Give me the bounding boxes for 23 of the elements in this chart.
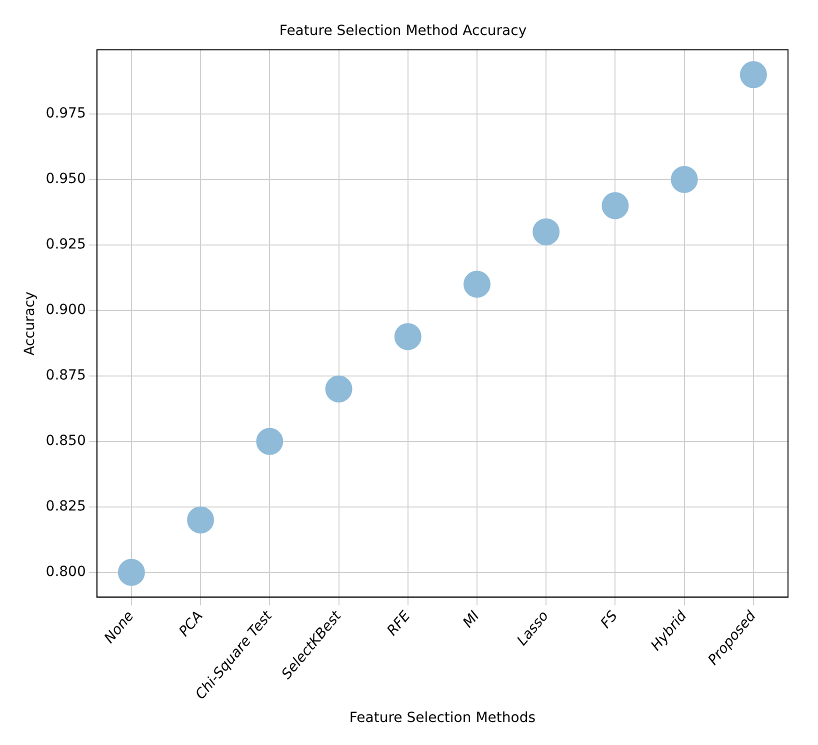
- point: [394, 323, 422, 350]
- y-tick-label: 0.850: [46, 433, 86, 450]
- point: [532, 218, 560, 246]
- y-tick-label: 0.875: [46, 368, 86, 384]
- point: [602, 192, 629, 220]
- x-axis-title: Feature Selection Methods: [349, 710, 536, 726]
- point: [118, 558, 145, 586]
- y-tick-label: 0.925: [46, 236, 86, 253]
- point: [670, 166, 698, 193]
- y-tick-label: 0.950: [46, 171, 86, 188]
- x-tick-label: FS: [598, 608, 622, 632]
- point: [325, 376, 352, 403]
- chart-title: Feature Selection Method Accuracy: [279, 23, 527, 40]
- y-tick-label: 0.800: [46, 564, 86, 580]
- y-tick-label: 0.975: [46, 106, 86, 122]
- point: [187, 506, 214, 534]
- point: [463, 270, 490, 298]
- x-tick-label: MI: [460, 608, 483, 631]
- y-axis-title: Accuracy: [22, 292, 38, 356]
- y-tick-label: 0.900: [46, 302, 86, 318]
- y-tick-label: 0.825: [46, 498, 86, 515]
- point: [256, 428, 284, 455]
- point: [740, 61, 767, 88]
